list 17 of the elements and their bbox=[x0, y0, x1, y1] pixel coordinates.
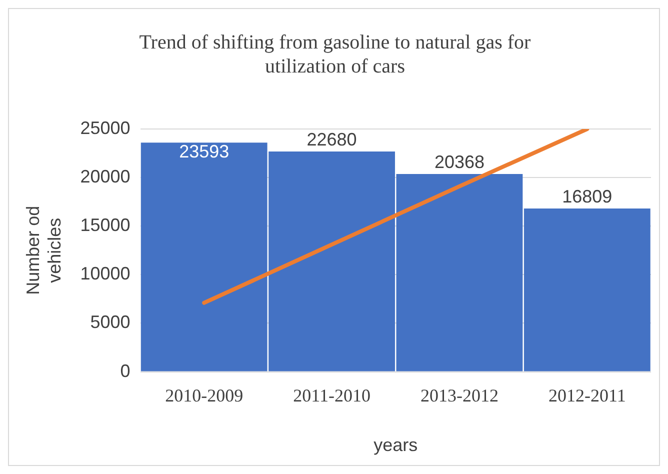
y-tick-label: 0 bbox=[120, 360, 130, 381]
y-axis-title: Number od vehicles bbox=[22, 206, 64, 295]
x-axis-title: years bbox=[374, 435, 418, 456]
y-tick-label: 5000 bbox=[90, 312, 130, 332]
data-label: 20368 bbox=[434, 152, 484, 172]
y-tick-label: 25000 bbox=[80, 118, 130, 138]
x-tick-label: 2010-2009 bbox=[165, 385, 244, 406]
y-tick-label: 15000 bbox=[80, 215, 130, 236]
y-tick-label: 20000 bbox=[80, 166, 130, 187]
x-tick-label: 2013-2012 bbox=[420, 385, 498, 406]
x-tick-label: 2012-2011 bbox=[548, 385, 626, 406]
data-label: 16809 bbox=[562, 186, 612, 207]
data-label: 22680 bbox=[306, 130, 357, 150]
x-tick-label: 2011-2010 bbox=[293, 385, 370, 406]
chart-title: Trend of shifting from gasoline to natural gas for utilization of cars bbox=[139, 31, 532, 78]
data-label: 23593 bbox=[179, 142, 230, 162]
y-tick-label: 10000 bbox=[80, 264, 130, 284]
